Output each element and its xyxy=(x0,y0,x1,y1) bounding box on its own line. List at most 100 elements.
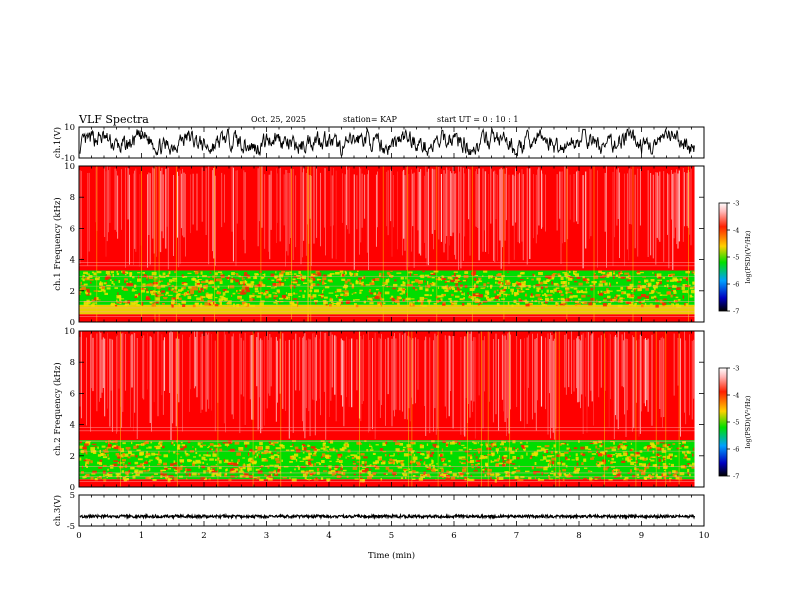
ch2-spectrogram-speckle xyxy=(188,472,191,476)
ch2-spectrogram-speckle xyxy=(629,469,632,473)
ch1-spectrogram-speckle xyxy=(344,284,347,287)
ch2-spectrogram-speckle xyxy=(475,463,478,466)
ch2-spectrogram-speckle xyxy=(402,449,405,452)
ch1-spectrogram-speckle xyxy=(419,304,423,307)
ch1-spectrogram-speckle xyxy=(505,294,507,297)
ch2-spectrogram-speckle xyxy=(108,474,113,477)
ch2-spectrogram-speckle xyxy=(590,457,594,460)
ch2-spectrogram-speckle xyxy=(291,456,296,460)
ch1-spectrogram-speckle xyxy=(431,277,435,279)
ch1-spectrogram-speckle xyxy=(600,290,603,293)
ch2-spectrogram-speckle xyxy=(565,464,568,468)
ch1-spectrogram-speckle xyxy=(413,300,415,304)
ch1-spectrogram-speckle xyxy=(312,283,316,287)
ch1-spectrogram-speckle xyxy=(493,276,495,279)
ch2-spectrogram-speckle xyxy=(97,446,99,449)
time-tick-label: 0 xyxy=(76,531,81,541)
ch2-spectrogram-speckle xyxy=(602,474,606,477)
ch2-spectrogram-speckle xyxy=(431,460,434,464)
ch2-spectrogram-speckle xyxy=(127,456,131,459)
ch1-spectrogram-speckle xyxy=(285,271,289,276)
ch2-spectrogram-speckle xyxy=(498,473,501,475)
ch2-spectrogram-speckle xyxy=(622,451,628,453)
ch1-spectrogram-speckle xyxy=(134,301,138,305)
ch2-spectrogram-band xyxy=(79,479,695,487)
ch2-spectrogram-speckle xyxy=(515,469,521,472)
ch1-spectrogram-speckle xyxy=(524,294,527,297)
ch2-spectrogram-speckle xyxy=(211,473,215,477)
ch1-spectrogram-speckle xyxy=(377,303,380,306)
ch2-spectrogram-speckle xyxy=(553,444,556,448)
ch2-spectrogram-speckle xyxy=(177,444,181,447)
ch2-spectrogram-speckle xyxy=(210,468,213,470)
ch1-spectrogram-speckle xyxy=(651,296,654,299)
ch2-spectrogram-speckle xyxy=(382,450,387,453)
ch2-spectrogram-speckle xyxy=(571,459,575,461)
ch1-spectrogram-speckle xyxy=(480,287,485,289)
ch2-spectrogram-speckle xyxy=(441,459,444,463)
ch2-spectrogram-speckle xyxy=(674,475,677,477)
ch1-spectrogram-speckle xyxy=(96,297,99,300)
ch1-spectrogram-speckle xyxy=(342,290,346,292)
ch2-spectrogram-speckle xyxy=(451,467,454,469)
time-tick-label: 2 xyxy=(201,531,206,541)
ch2-spectrogram-speckle xyxy=(203,477,207,481)
ch1-spectrogram-speckle xyxy=(559,303,564,306)
ch1-spectrogram-speckle xyxy=(355,299,360,301)
ch1-spectrogram-speckle xyxy=(361,281,364,283)
ch2-spectrogram-speckle xyxy=(299,460,304,462)
ch2-spectrogram-speckle xyxy=(243,475,249,477)
ch1-spectrogram-speckle xyxy=(462,299,465,301)
ch1-spectrogram-speckle xyxy=(202,289,205,292)
ch1-spectrogram-speckle xyxy=(273,297,277,300)
ch1-spectrogram-speckle xyxy=(301,277,305,281)
ch2-spectrogram-speckle xyxy=(127,457,129,459)
ch2-spectrogram-speckle xyxy=(295,458,298,462)
ch1-spectrogram-speckle xyxy=(163,297,167,300)
ch2-spectrogram-speckle xyxy=(461,456,466,459)
ch1-spectrogram-speckle xyxy=(226,276,230,280)
ch1-spectrogram-speckle xyxy=(655,304,659,308)
ch1-spectrogram-speckle xyxy=(279,301,281,304)
ch2-spectrogram-speckle xyxy=(588,448,592,451)
ch2-spectrogram-speckle xyxy=(611,458,615,461)
ch1-spectrogram-speckle xyxy=(496,289,499,292)
ch1-spectrogram-speckle xyxy=(353,292,355,294)
ch1-colorbar-tick-label: -3 xyxy=(733,200,739,208)
ch2-spectrogram-speckle xyxy=(148,467,151,471)
ch1-spectrogram-speckle xyxy=(411,298,415,300)
ch1-spectrogram-speckle xyxy=(420,301,424,305)
ch2-spectrogram-speckle xyxy=(679,472,685,476)
ch1-spectrogram-speckle xyxy=(459,290,462,293)
ch1-spectrogram-speckle xyxy=(200,280,206,284)
ch2-spectrogram-speckle xyxy=(584,467,588,469)
ch2-spectrogram-speckle xyxy=(294,468,296,471)
ch1-spectrogram-speckle xyxy=(558,275,562,277)
ch2-spectrogram-speckle xyxy=(642,457,647,461)
ch2-spectrogram-speckle xyxy=(462,466,467,469)
ch1-spectrogram-speckle xyxy=(433,270,439,273)
ch1-spectrogram-speckle xyxy=(550,297,554,300)
ch2-spectrogram-speckle xyxy=(436,463,438,465)
ch2-spectrogram-speckle xyxy=(261,453,267,455)
ch1-spectrogram-speckle xyxy=(547,294,553,297)
ch2-spectrogram-speckle xyxy=(490,476,492,480)
ch2-spectrogram-speckle xyxy=(507,472,510,476)
ch1-spectrogram-speckle xyxy=(408,271,413,274)
ch2-spectrogram-speckle xyxy=(353,473,356,476)
ch1-spectrogram-speckle xyxy=(171,302,174,305)
ch1-spectrogram-speckle xyxy=(173,302,178,304)
ch1-spectrogram-speckle xyxy=(540,286,544,290)
ch2-spectrogram-speckle xyxy=(649,447,652,449)
ch2-spectrogram-speckle xyxy=(90,447,95,451)
ch2-spectrogram-speckle xyxy=(260,465,264,467)
ch1-spectrogram-speckle xyxy=(440,279,442,281)
ch2-spectrogram-speckle xyxy=(611,461,616,463)
ch2-spectrogram-speckle xyxy=(405,476,407,479)
ch2-spectrogram-speckle xyxy=(305,461,309,465)
ch2-spectrogram-speckle xyxy=(264,459,269,462)
ch2-spectrogram-speckle xyxy=(113,460,118,462)
ch2-spectrogram-speckle xyxy=(413,454,416,457)
ch1-spectrogram-speckle xyxy=(589,284,594,287)
ch1-spectrogram-speckle xyxy=(93,300,95,302)
